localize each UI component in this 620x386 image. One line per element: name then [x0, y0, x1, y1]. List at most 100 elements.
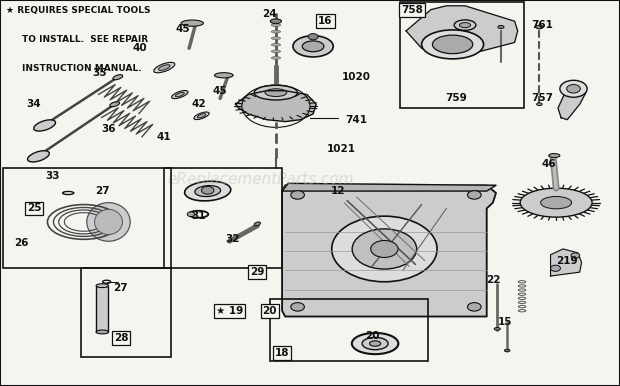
Circle shape: [291, 191, 304, 199]
Ellipse shape: [422, 30, 484, 59]
Ellipse shape: [270, 19, 281, 24]
Ellipse shape: [27, 151, 50, 162]
Ellipse shape: [96, 330, 108, 334]
Ellipse shape: [370, 341, 381, 346]
Ellipse shape: [272, 43, 280, 46]
Ellipse shape: [498, 25, 504, 29]
Ellipse shape: [303, 41, 324, 52]
Circle shape: [308, 34, 318, 40]
Text: 32: 32: [225, 234, 240, 244]
Text: 15: 15: [498, 317, 513, 327]
Text: ★ REQUIRES SPECIAL TOOLS: ★ REQUIRES SPECIAL TOOLS: [6, 6, 151, 15]
Text: 219: 219: [557, 256, 578, 266]
Bar: [270, 299, 428, 361]
Text: 25: 25: [27, 203, 42, 213]
Text: 46: 46: [541, 159, 556, 169]
Circle shape: [371, 240, 398, 257]
Bar: [400, 2, 524, 108]
Ellipse shape: [254, 222, 260, 226]
Text: 45: 45: [213, 86, 228, 96]
Ellipse shape: [194, 112, 209, 120]
Ellipse shape: [537, 103, 542, 106]
Text: 761: 761: [531, 20, 554, 30]
Ellipse shape: [272, 24, 280, 26]
Text: 34: 34: [27, 99, 42, 109]
Polygon shape: [236, 91, 316, 122]
Polygon shape: [551, 249, 582, 276]
Ellipse shape: [494, 327, 500, 330]
Ellipse shape: [154, 62, 175, 73]
Ellipse shape: [175, 92, 184, 97]
Text: 22: 22: [485, 275, 500, 285]
Text: 1020: 1020: [342, 72, 371, 82]
Ellipse shape: [33, 120, 56, 131]
Text: 42: 42: [191, 99, 206, 109]
Polygon shape: [558, 81, 586, 120]
Ellipse shape: [549, 154, 560, 157]
Polygon shape: [282, 183, 496, 191]
Text: 758: 758: [401, 5, 423, 15]
Text: 35: 35: [92, 68, 107, 78]
Text: ★ 19: ★ 19: [216, 306, 243, 316]
Ellipse shape: [159, 65, 170, 70]
Circle shape: [202, 186, 214, 194]
Bar: [3, 168, 170, 268]
Ellipse shape: [265, 89, 286, 96]
Text: 45: 45: [175, 24, 190, 34]
Text: 40: 40: [132, 43, 147, 53]
Ellipse shape: [272, 56, 280, 59]
Ellipse shape: [520, 188, 592, 217]
Ellipse shape: [172, 90, 188, 99]
Text: 12: 12: [330, 186, 345, 196]
Ellipse shape: [454, 20, 476, 30]
Text: 31: 31: [191, 211, 206, 221]
Ellipse shape: [504, 349, 510, 352]
Text: 1021: 1021: [327, 144, 355, 154]
Text: eReplacementParts.com: eReplacementParts.com: [167, 172, 354, 187]
Circle shape: [571, 253, 580, 258]
Ellipse shape: [254, 85, 298, 100]
Ellipse shape: [197, 114, 206, 118]
Text: 759: 759: [445, 93, 467, 103]
Circle shape: [187, 212, 195, 217]
Polygon shape: [282, 185, 496, 317]
Text: INSTRUCTION MANUAL.: INSTRUCTION MANUAL.: [22, 64, 141, 73]
Bar: [81, 268, 170, 357]
Circle shape: [551, 265, 560, 271]
Ellipse shape: [272, 37, 280, 39]
Ellipse shape: [536, 25, 543, 29]
Ellipse shape: [110, 102, 120, 107]
Ellipse shape: [195, 186, 221, 196]
Text: 33: 33: [45, 171, 60, 181]
Circle shape: [467, 191, 481, 199]
Text: TO INSTALL.  SEE REPAIR: TO INSTALL. SEE REPAIR: [22, 35, 148, 44]
Ellipse shape: [87, 203, 130, 241]
Text: 27: 27: [95, 186, 110, 196]
Text: 24: 24: [262, 8, 277, 19]
Ellipse shape: [352, 333, 398, 354]
Circle shape: [467, 303, 481, 311]
Ellipse shape: [272, 50, 280, 53]
Circle shape: [332, 216, 437, 282]
Circle shape: [352, 229, 417, 269]
Ellipse shape: [433, 35, 472, 54]
Bar: [164, 168, 282, 268]
Text: 29: 29: [250, 267, 265, 277]
Polygon shape: [406, 6, 518, 54]
Ellipse shape: [215, 73, 233, 78]
Ellipse shape: [293, 36, 334, 57]
Ellipse shape: [362, 337, 388, 350]
Ellipse shape: [459, 22, 471, 27]
Ellipse shape: [181, 20, 203, 26]
Ellipse shape: [96, 284, 108, 288]
Circle shape: [560, 80, 587, 97]
Ellipse shape: [541, 196, 572, 209]
Ellipse shape: [113, 74, 123, 80]
Text: 26: 26: [14, 238, 29, 248]
Ellipse shape: [272, 30, 280, 33]
Text: 36: 36: [101, 124, 116, 134]
Text: 20: 20: [365, 331, 379, 341]
Circle shape: [291, 303, 304, 311]
Text: 741: 741: [345, 115, 368, 125]
Text: 16: 16: [318, 16, 333, 26]
